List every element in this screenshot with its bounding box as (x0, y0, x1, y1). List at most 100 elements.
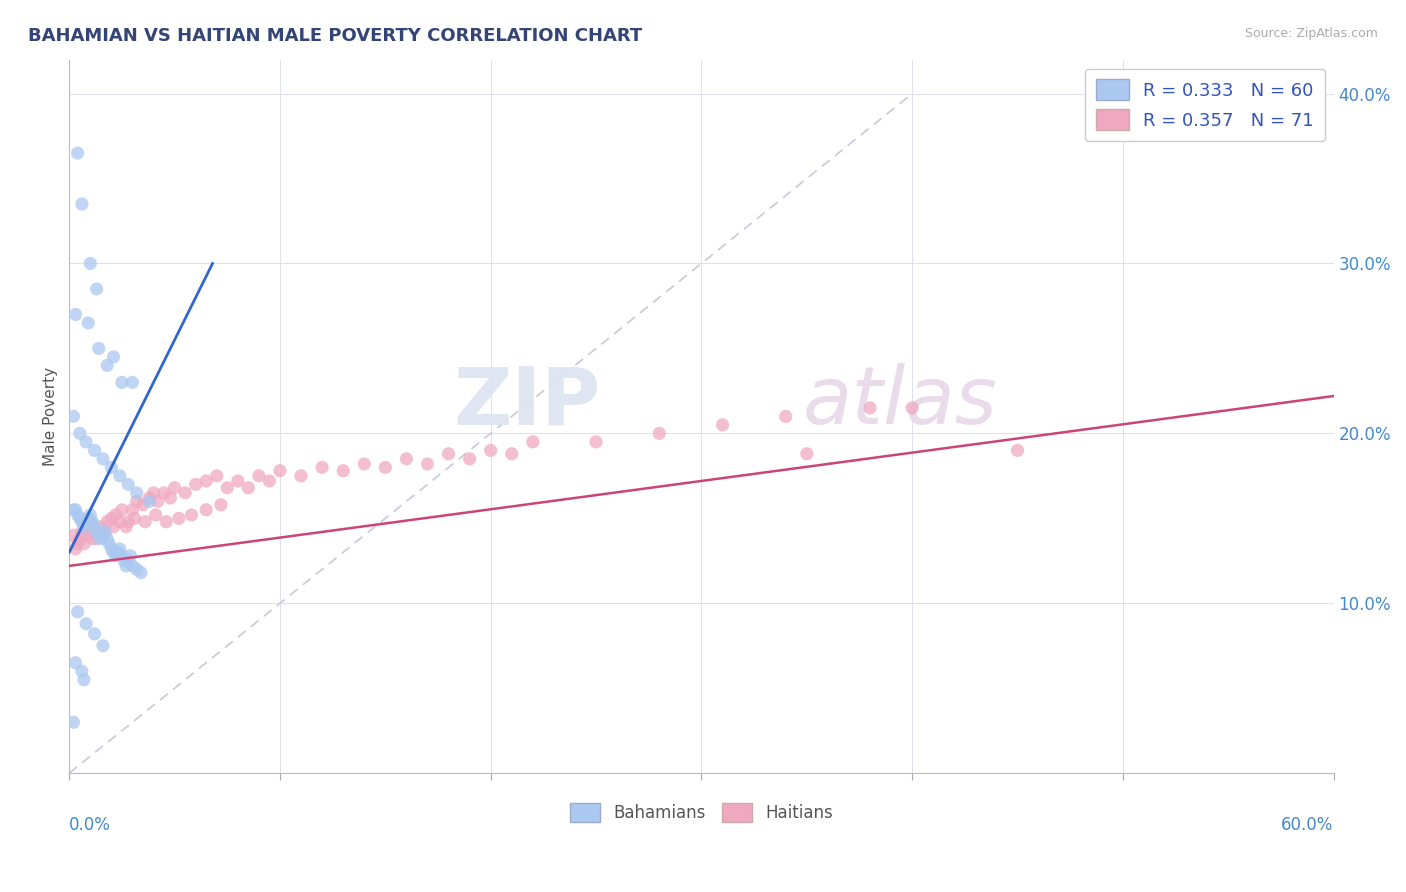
Point (65, 503, 87, 517)
Point (195, 503, 218, 517)
Point (104, 508, 127, 522)
Point (66, 508, 89, 522)
Point (138, 494, 160, 508)
Point (132, 498, 155, 512)
Point (103, 545, 125, 559)
Point (94, 524, 117, 539)
Point (238, 481, 260, 495)
Text: BAHAMIAN VS HAITIAN MALE POVERTY CORRELATION CHART: BAHAMIAN VS HAITIAN MALE POVERTY CORRELA… (28, 27, 643, 45)
Point (70, 524, 93, 539)
Point (111, 376, 134, 390)
Point (859, 401, 882, 415)
Point (96, 532, 118, 546)
Point (100, 460, 122, 475)
Point (117, 515, 139, 529)
Point (226, 474, 249, 488)
Point (69, 532, 91, 546)
Point (145, 508, 167, 522)
Point (121, 558, 143, 573)
Point (83, 524, 105, 539)
Point (77, 528, 100, 542)
Point (65, 308, 87, 322)
Point (100, 541, 122, 556)
Point (269, 464, 291, 478)
Text: ZIP: ZIP (453, 363, 600, 442)
Point (107, 545, 129, 559)
Point (100, 511, 122, 525)
Point (796, 447, 818, 461)
Point (65, 541, 87, 556)
Point (111, 549, 134, 563)
Point (73, 520, 96, 534)
Point (104, 549, 127, 563)
Point (353, 457, 375, 471)
Point (66, 605, 89, 619)
Point (62, 528, 84, 542)
Point (86, 532, 108, 546)
Point (62, 409, 84, 424)
Point (217, 481, 239, 495)
Point (522, 434, 544, 449)
Point (117, 477, 139, 491)
Point (437, 447, 460, 461)
Point (121, 376, 143, 390)
Point (77, 316, 100, 330)
Point (115, 558, 138, 573)
Point (121, 503, 143, 517)
Point (79, 256, 101, 270)
Text: Source: ZipAtlas.com: Source: ZipAtlas.com (1244, 27, 1378, 40)
Point (90, 532, 112, 546)
Point (1007, 443, 1029, 458)
Point (108, 541, 131, 556)
Point (69, 426, 91, 441)
Point (648, 426, 671, 441)
Point (124, 511, 146, 525)
Point (479, 443, 502, 458)
Point (209, 498, 232, 512)
Point (129, 566, 152, 580)
Point (70, 197, 93, 211)
Point (87, 342, 110, 356)
Point (115, 520, 138, 534)
Point (138, 491, 160, 505)
Point (65, 656, 87, 670)
Point (142, 486, 165, 500)
Text: 0.0%: 0.0% (69, 816, 111, 834)
Point (247, 468, 270, 483)
Point (75, 520, 97, 534)
Point (91, 639, 114, 653)
Point (98, 537, 121, 551)
Point (62, 715, 84, 730)
Point (103, 520, 125, 534)
Point (73, 537, 96, 551)
Point (75, 434, 97, 449)
Point (290, 468, 312, 483)
Point (103, 350, 125, 364)
Point (91, 528, 114, 542)
Point (108, 468, 131, 483)
Point (155, 515, 177, 529)
Point (82, 532, 104, 546)
Point (901, 401, 924, 415)
Point (75, 616, 97, 631)
Point (111, 503, 134, 517)
Point (184, 477, 207, 491)
Point (91, 451, 114, 466)
Point (259, 474, 281, 488)
Point (96, 515, 118, 529)
Point (395, 451, 418, 466)
Point (374, 460, 396, 475)
Point (70, 515, 93, 529)
Point (77, 511, 100, 525)
Point (180, 508, 202, 522)
Text: 60.0%: 60.0% (1281, 816, 1334, 834)
Point (87, 528, 110, 542)
Y-axis label: Male Poverty: Male Poverty (44, 367, 58, 466)
Point (117, 554, 139, 568)
Text: atlas: atlas (803, 363, 997, 442)
Point (711, 417, 734, 432)
Point (775, 409, 797, 424)
Point (120, 549, 142, 563)
Point (159, 491, 181, 505)
Point (163, 481, 186, 495)
